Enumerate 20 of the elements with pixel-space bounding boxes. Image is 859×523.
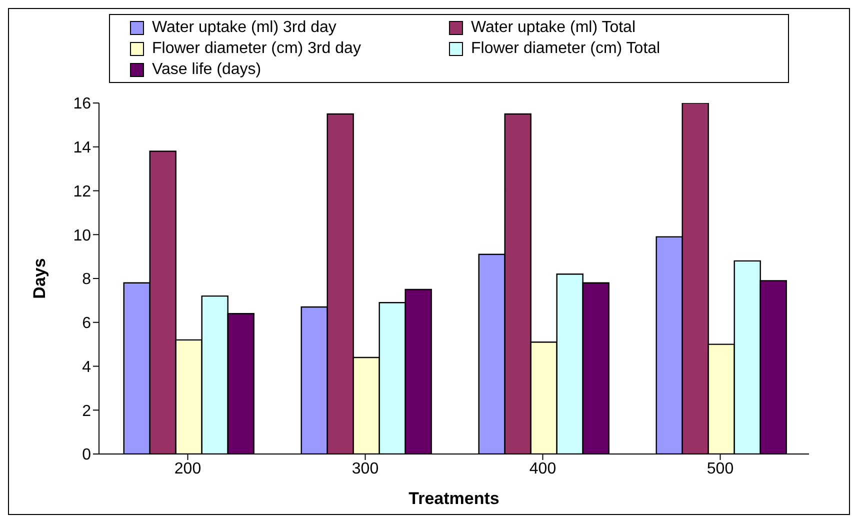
legend-label: Vase life (days) (152, 60, 262, 80)
x-tick-label: 300 (352, 460, 379, 478)
y-tick-label: 14 (73, 140, 92, 157)
x-axis-title: Treatments (408, 489, 500, 508)
legend-label: Water uptake (ml) Total (471, 18, 636, 38)
y-tick-label: 4 (82, 358, 92, 376)
legend-label: Flower diameter (cm) 3rd day (152, 39, 361, 59)
x-tick-label: 500 (706, 460, 734, 478)
y-tick-label: 16 (73, 96, 92, 113)
y-tick-label: 6 (82, 315, 92, 332)
y-tick-label: 12 (73, 183, 92, 200)
legend-label: Flower diameter (cm) Total (471, 39, 660, 59)
x-tick-label: 200 (174, 460, 202, 478)
y-tick-label: 0 (82, 446, 92, 464)
y-tick-label: 10 (73, 227, 92, 244)
y-tick-label: 8 (82, 271, 92, 288)
y-axis-title: Days (30, 258, 50, 299)
x-tick-label: 400 (529, 460, 556, 478)
legend-label: Water uptake (ml) 3rd day (152, 18, 336, 38)
y-tick-label: 2 (82, 402, 92, 420)
